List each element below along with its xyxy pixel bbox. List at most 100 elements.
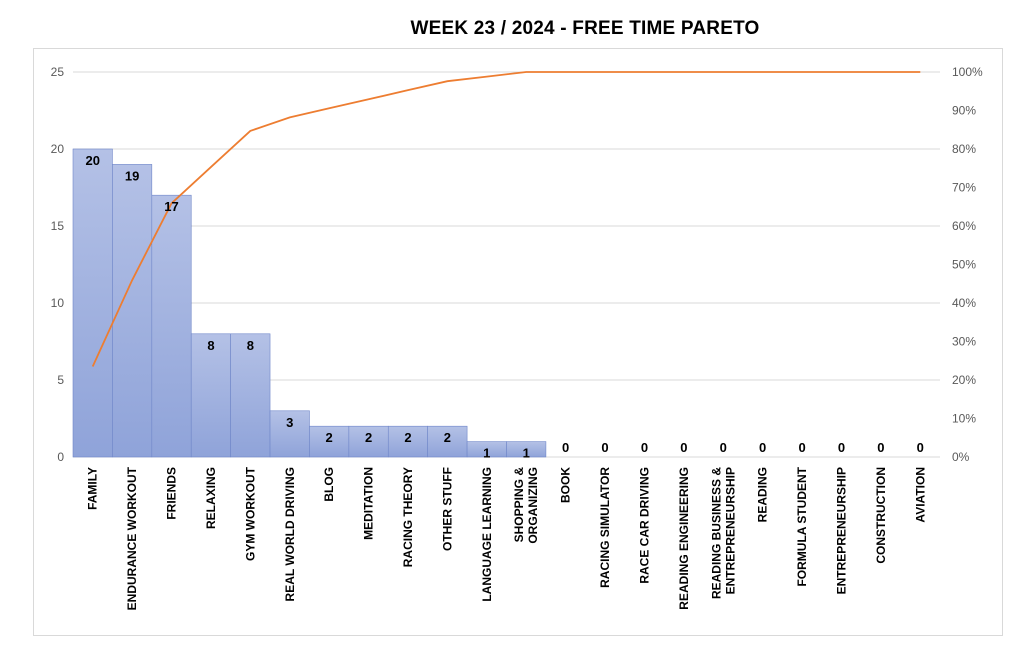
category-label-line: ENTREPRENEURSHIP bbox=[723, 467, 737, 594]
bars bbox=[72, 148, 547, 458]
bar bbox=[230, 333, 271, 458]
cumulative-percent-line bbox=[91, 71, 921, 367]
y2-tick-label: 100% bbox=[952, 65, 983, 79]
y-tick-label: 25 bbox=[51, 65, 65, 79]
category-label-line: RACING SIMULATOR bbox=[598, 467, 612, 588]
bar bbox=[506, 441, 547, 458]
category-label: SHOPPING & ORGANIZING bbox=[512, 467, 540, 544]
bar bbox=[151, 194, 192, 458]
category-label-line: BLOG bbox=[322, 467, 336, 502]
data-label: 0 bbox=[641, 440, 648, 455]
y2-tick-label: 20% bbox=[952, 373, 976, 387]
category-label-line: CONSTRUCTION bbox=[874, 467, 888, 564]
category-label-line: RELAXING bbox=[204, 467, 218, 529]
category-label-line: BOOK bbox=[559, 467, 573, 503]
category-label-line: FRIENDS bbox=[165, 467, 179, 520]
category-label-line: ENDURANCE WORKOUT bbox=[125, 466, 139, 610]
category-label: ENTREPRENEURSHIP bbox=[835, 467, 849, 594]
category-label-line: ENTREPRENEURSHIP bbox=[835, 467, 849, 594]
data-label: 1 bbox=[483, 446, 490, 461]
category-label: BOOK bbox=[559, 467, 573, 503]
data-label: 2 bbox=[404, 430, 411, 445]
category-label: RACING THEORY bbox=[401, 467, 415, 567]
bar bbox=[309, 425, 350, 458]
category-label-line: READING BUSINESS & bbox=[709, 467, 723, 599]
category-label: GYM WORKOUT bbox=[243, 466, 257, 561]
y2-tick-label: 10% bbox=[952, 412, 976, 426]
category-label-line: READING bbox=[756, 467, 770, 522]
category-label: AVIATION bbox=[913, 467, 927, 523]
data-label: 0 bbox=[759, 440, 766, 455]
category-label: RACE CAR DRIVING bbox=[637, 467, 651, 584]
category-label-line: FAMILY bbox=[86, 467, 100, 510]
category-label: FRIENDS bbox=[165, 467, 179, 520]
y-axis-left: 0 5 10 15 20 25 bbox=[51, 65, 65, 464]
data-label: 2 bbox=[365, 430, 372, 445]
bar bbox=[427, 425, 468, 458]
category-label-line: RACING THEORY bbox=[401, 467, 415, 567]
data-label: 17 bbox=[164, 199, 178, 214]
y2-tick-label: 30% bbox=[952, 335, 976, 349]
data-label: 8 bbox=[247, 338, 254, 353]
category-label-line: OTHER STUFF bbox=[440, 467, 454, 551]
data-label: 2 bbox=[326, 430, 333, 445]
y2-tick-label: 90% bbox=[952, 104, 976, 118]
data-label: 0 bbox=[720, 440, 727, 455]
chart-title: WEEK 23 / 2024 - FREE TIME PARETO bbox=[410, 18, 760, 39]
bar bbox=[387, 425, 428, 458]
category-label: LANGUAGE LEARNING bbox=[480, 467, 494, 602]
y2-tick-label: 80% bbox=[952, 142, 976, 156]
data-label: 1 bbox=[523, 446, 530, 461]
data-label: 3 bbox=[286, 415, 293, 430]
cumulative-line bbox=[91, 71, 921, 367]
y-tick-label: 10 bbox=[51, 296, 65, 310]
data-label: 0 bbox=[562, 440, 569, 455]
category-label: RELAXING bbox=[204, 467, 218, 529]
category-label-line: AVIATION bbox=[913, 467, 927, 523]
category-label: BLOG bbox=[322, 467, 336, 502]
category-label-line: RACE CAR DRIVING bbox=[637, 467, 651, 584]
category-label: MEDITATION bbox=[362, 467, 376, 540]
data-label: 0 bbox=[798, 440, 805, 455]
bar bbox=[190, 333, 231, 458]
data-labels: 20 19 17 8 8 3 2 2 2 2 1 1 0 0 0 0 0 0 0 0 0 0 bbox=[85, 153, 923, 461]
data-label: 0 bbox=[601, 440, 608, 455]
y-tick-label: 5 bbox=[57, 373, 64, 387]
data-label: 0 bbox=[917, 440, 924, 455]
category-label-line: SHOPPING & bbox=[512, 467, 526, 543]
data-label: 8 bbox=[207, 338, 214, 353]
data-label: 2 bbox=[444, 430, 451, 445]
data-label: 20 bbox=[85, 153, 99, 168]
data-label: 19 bbox=[125, 168, 139, 183]
category-label-line: REAL WORLD DRIVING bbox=[283, 467, 297, 601]
category-label: CONSTRUCTION bbox=[874, 467, 888, 564]
category-label: ENDURANCE WORKOUT bbox=[125, 466, 139, 610]
y-axis-right: 0% 10% 20% 30% 40% 50% 60% 70% 80% 90% 100% bbox=[952, 65, 983, 464]
y2-tick-label: 40% bbox=[952, 296, 976, 310]
data-label: 0 bbox=[680, 440, 687, 455]
category-label-line: FORMULA STUDENT bbox=[795, 466, 809, 586]
x-axis: FAMILY ENDURANCE WORKOUT FRIENDS RELAXING GY… bbox=[86, 466, 928, 610]
category-label-line: GYM WORKOUT bbox=[243, 466, 257, 561]
category-label-line: READING ENGINEERING bbox=[677, 467, 691, 610]
y2-tick-label: 60% bbox=[952, 219, 976, 233]
category-label: READING BUSINESS & ENTREPRENEURSHIP bbox=[709, 467, 737, 599]
bar bbox=[72, 148, 113, 458]
category-label: FAMILY bbox=[86, 467, 100, 510]
y-tick-label: 15 bbox=[51, 219, 65, 233]
y2-tick-label: 70% bbox=[952, 181, 976, 195]
bar bbox=[269, 410, 310, 458]
category-label-line: ORGANIZING bbox=[526, 467, 540, 544]
y-tick-label: 20 bbox=[51, 142, 65, 156]
data-label: 0 bbox=[838, 440, 845, 455]
y-tick-label: 0 bbox=[57, 450, 64, 464]
category-label-line: LANGUAGE LEARNING bbox=[480, 467, 494, 602]
category-label: READING ENGINEERING bbox=[677, 467, 691, 610]
category-label: FORMULA STUDENT bbox=[795, 466, 809, 586]
y2-tick-label: 50% bbox=[952, 258, 976, 272]
data-label: 0 bbox=[877, 440, 884, 455]
category-label: READING bbox=[756, 467, 770, 522]
category-label: RACING SIMULATOR bbox=[598, 467, 612, 588]
category-label: REAL WORLD DRIVING bbox=[283, 467, 297, 601]
